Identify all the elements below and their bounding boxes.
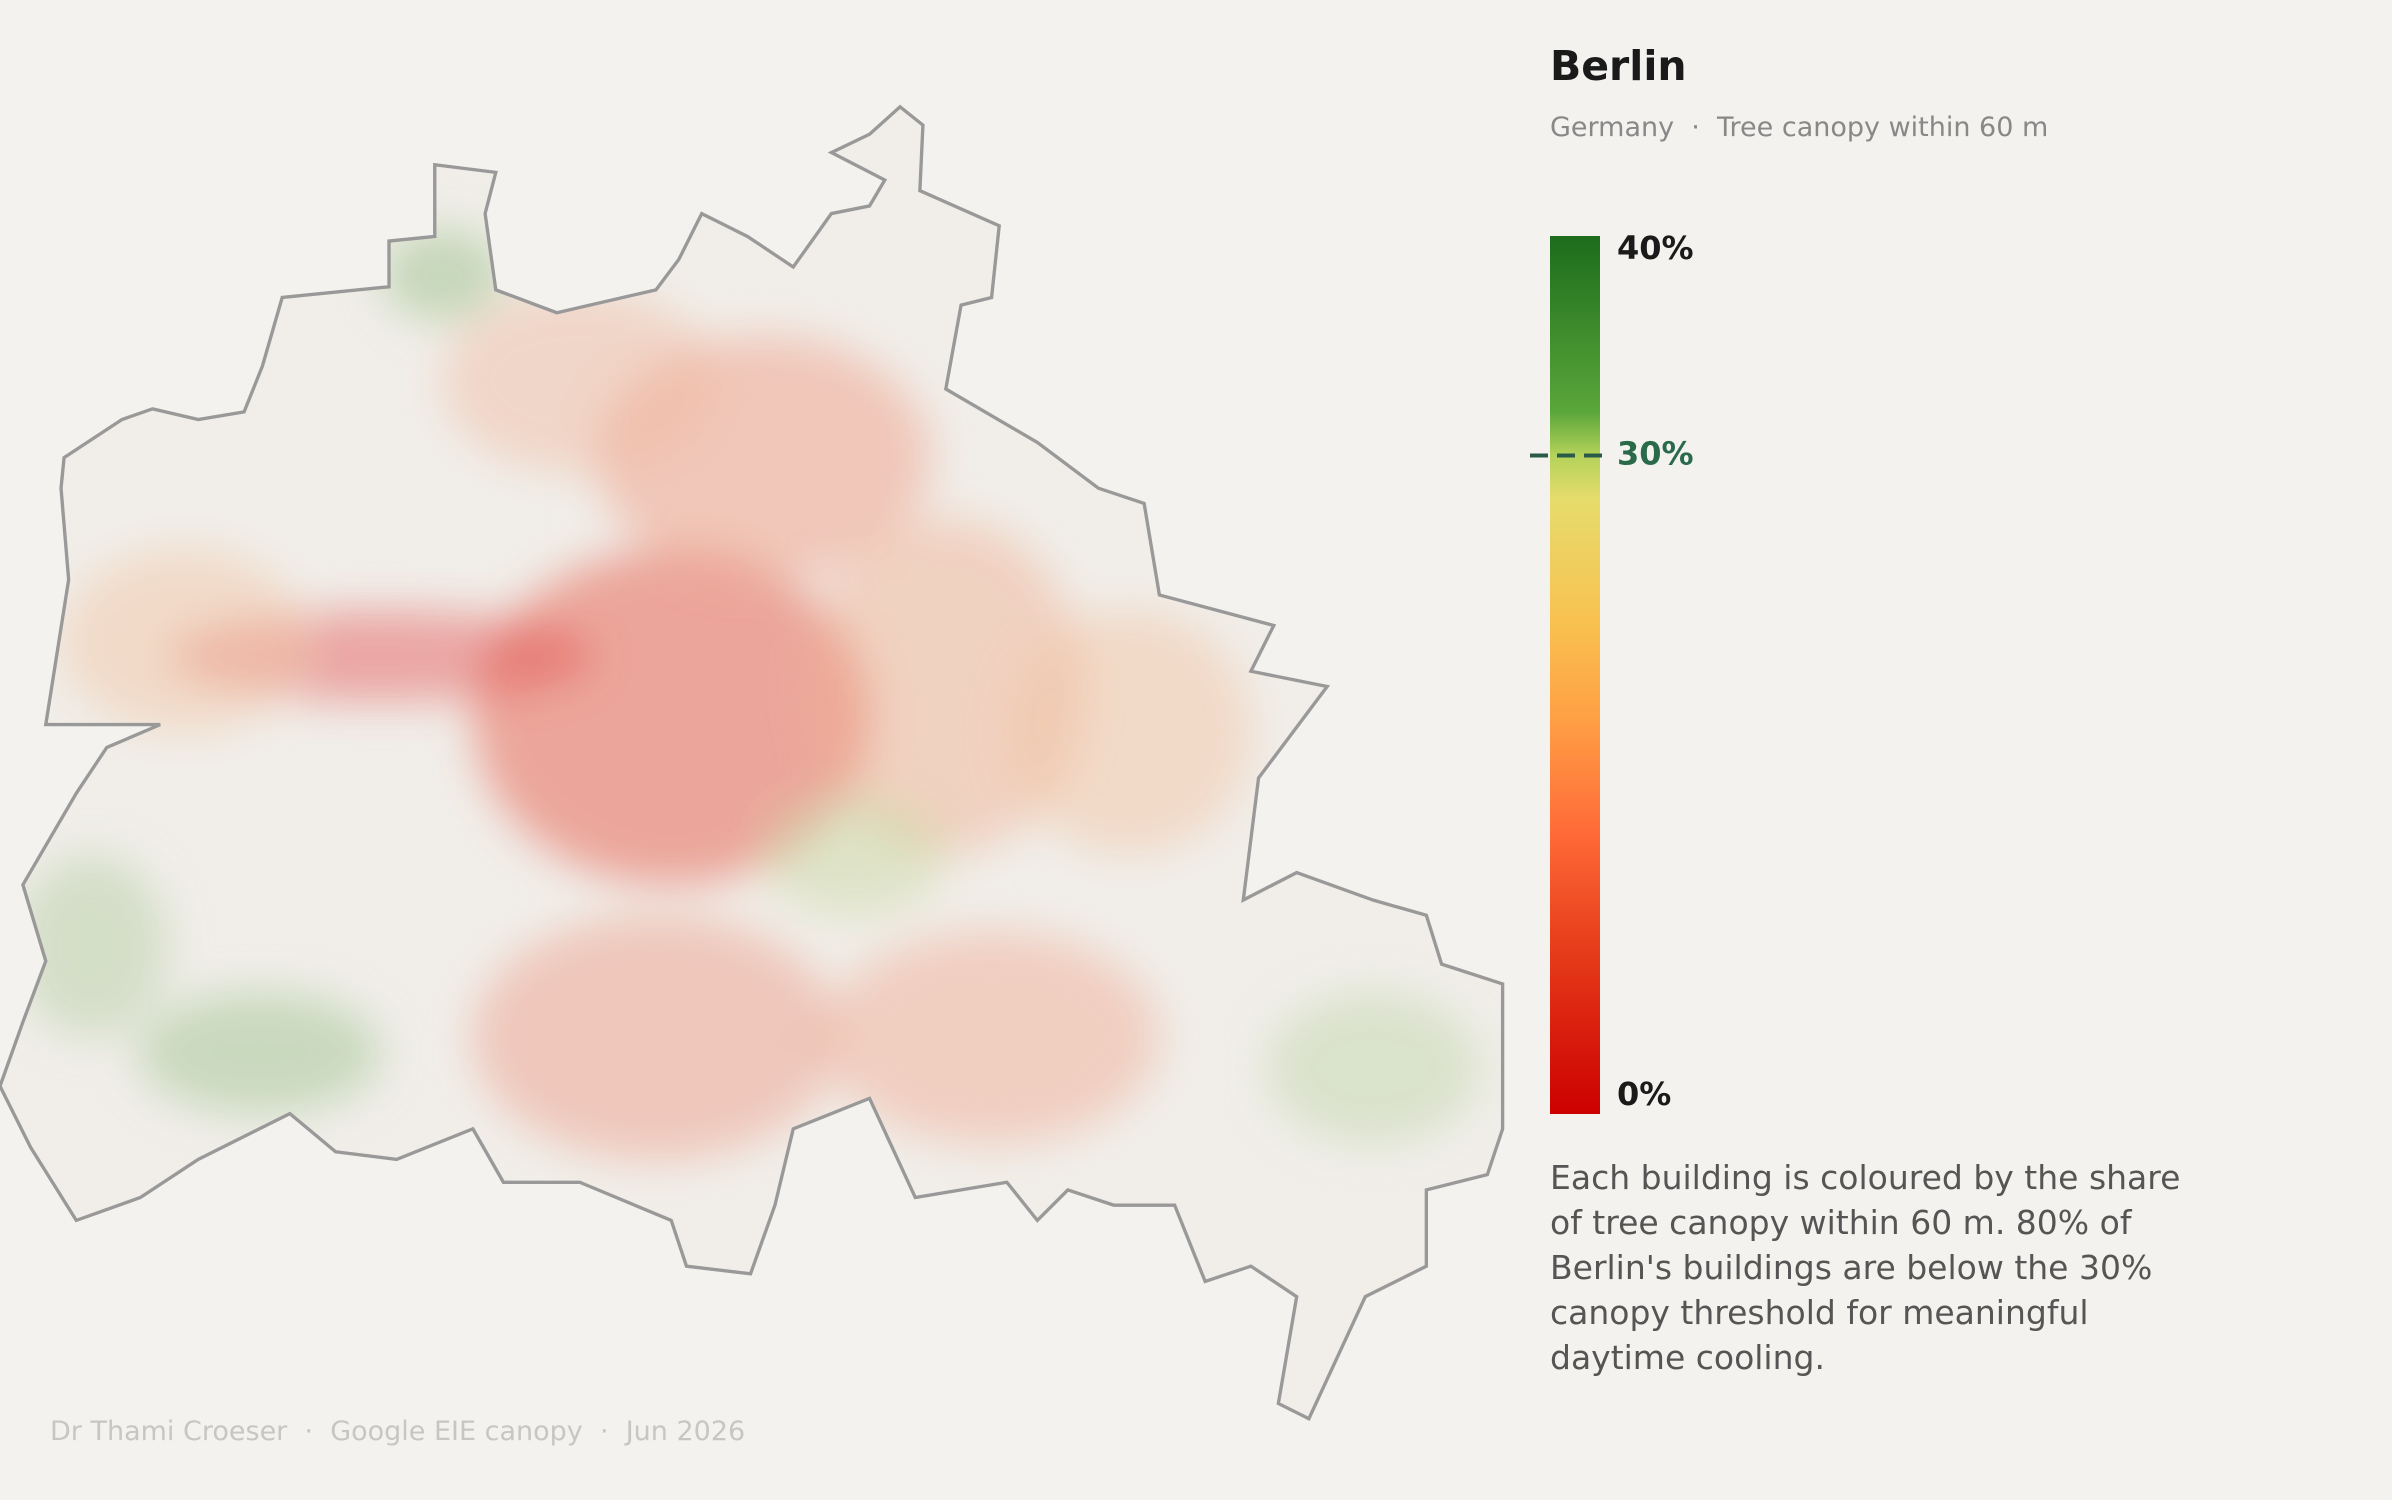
city-boundary (0, 104, 1505, 1421)
subtitle: Germany · Tree canopy within 60 m (1550, 112, 2049, 143)
threshold-label: 30% (1617, 435, 1694, 473)
description: Each building is coloured by the share o… (1550, 1158, 2181, 1377)
building-pattern (15, 228, 1480, 1160)
colorbar-label: 0% (1617, 1075, 1671, 1113)
city-map (0, 104, 1505, 1421)
footer: Dr Thami Croeser · Google EIE canopy · J… (50, 1416, 746, 1447)
colorbar-label: 40% (1617, 229, 1694, 267)
colorbar (1550, 236, 1600, 1114)
title: Berlin (1550, 42, 1687, 90)
